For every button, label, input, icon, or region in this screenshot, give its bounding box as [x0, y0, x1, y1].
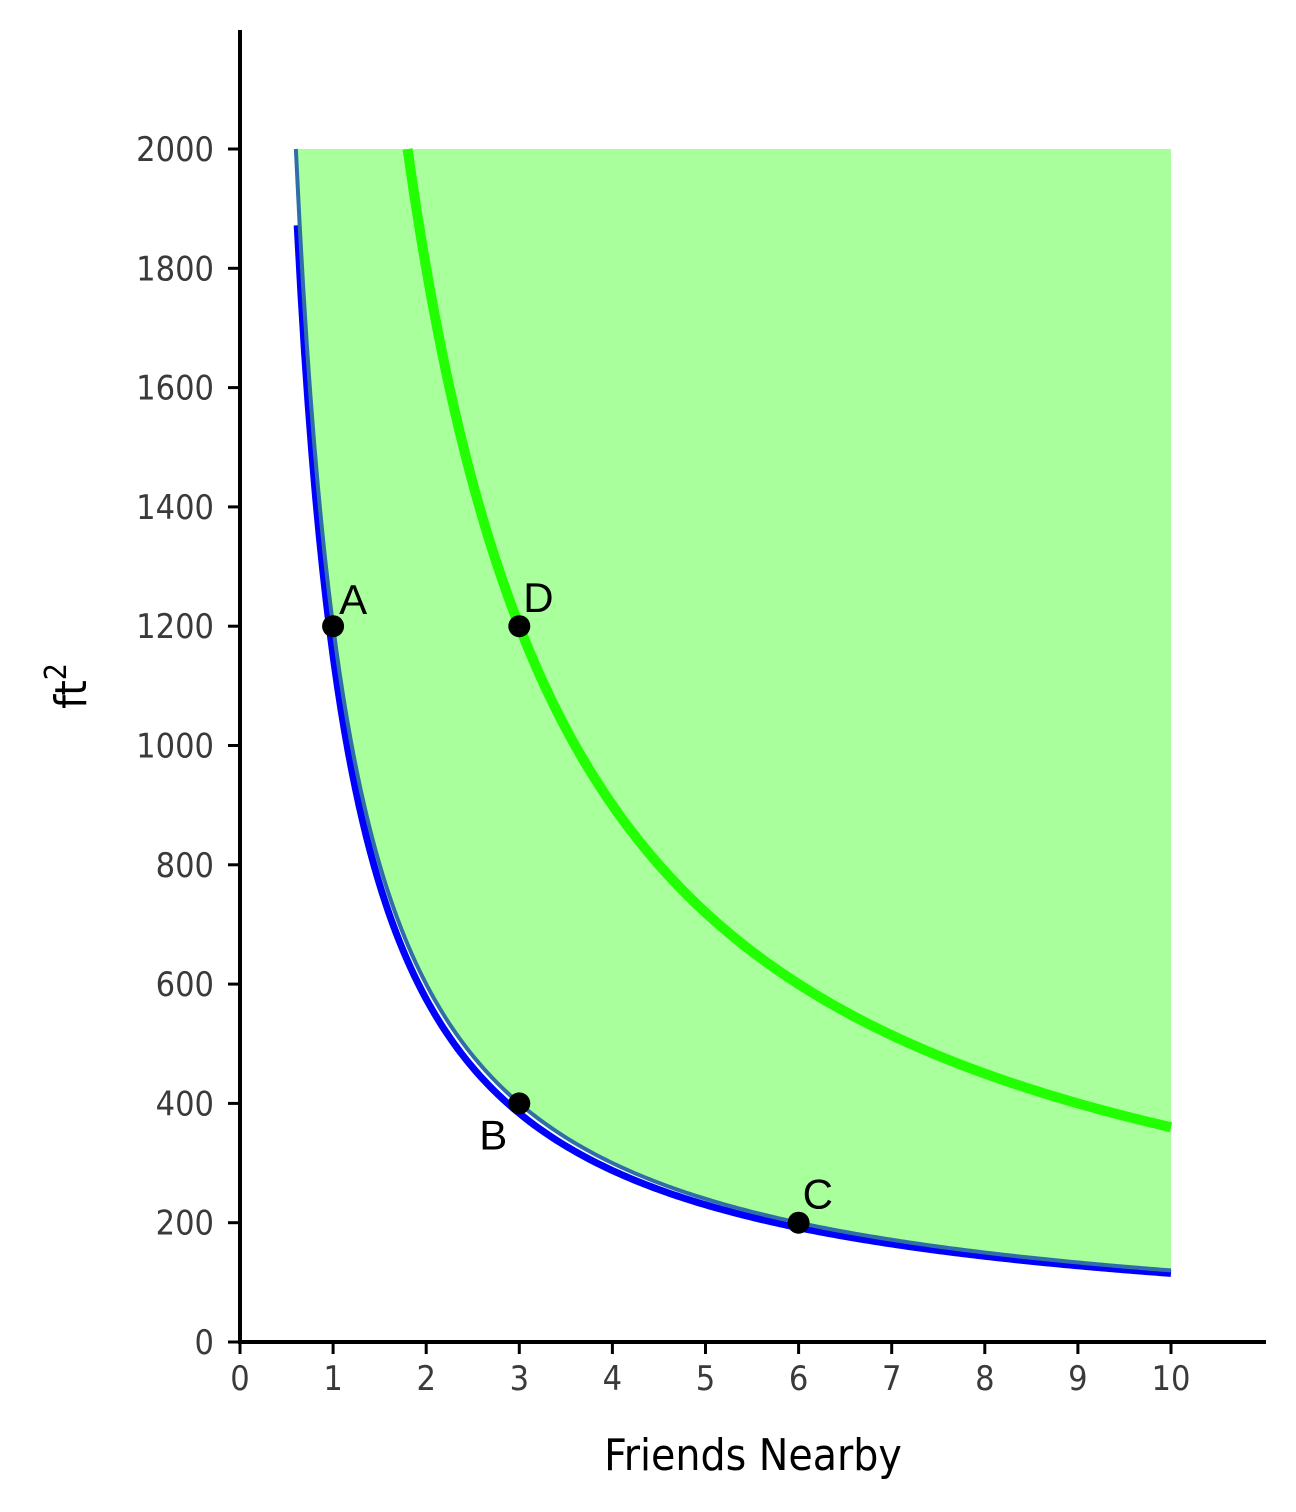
- x-tick-label: 0: [230, 1359, 249, 1399]
- y-tick-label: 1600: [136, 369, 214, 409]
- y-tick-label: 200: [156, 1204, 214, 1244]
- point-label-b: B: [479, 1111, 507, 1158]
- x-tick-label: 4: [603, 1359, 622, 1399]
- x-tick-label: 8: [975, 1359, 994, 1399]
- feasible-region-fill: [295, 149, 1171, 1271]
- y-tick-label: 600: [156, 965, 214, 1005]
- point-label-d: D: [523, 574, 553, 621]
- y-axis-title: ft2: [39, 663, 97, 709]
- point-d: [508, 615, 531, 638]
- point-b: [508, 1092, 531, 1115]
- y-tick-label: 400: [156, 1084, 214, 1124]
- y-tick-label: 1400: [136, 488, 214, 528]
- point-c: [787, 1211, 810, 1234]
- lower-indifference-curve-edge: [293, 148, 1172, 1273]
- y-axis-title-base: ft: [46, 680, 97, 709]
- y-tick-label: 0: [195, 1323, 214, 1363]
- x-tick-label: 7: [882, 1359, 901, 1399]
- x-tick-label: 9: [1068, 1359, 1087, 1399]
- upper-indifference-curve: [402, 148, 1173, 1133]
- x-tick-label: 3: [510, 1359, 529, 1399]
- x-tick-label: 1: [323, 1359, 342, 1399]
- point-label-a: A: [339, 576, 367, 623]
- y-tick-label: 2000: [136, 130, 214, 170]
- x-tick-label: 5: [696, 1359, 715, 1399]
- lower-indifference-curve: [293, 225, 1172, 1277]
- x-tick-label: 10: [1152, 1359, 1191, 1399]
- point-label-c: C: [803, 1171, 833, 1218]
- y-tick-label: 800: [156, 846, 214, 886]
- y-axis-title-superscript: 2: [39, 663, 74, 680]
- y-tick-label: 1800: [136, 249, 214, 289]
- point-a: [322, 615, 345, 638]
- y-tick-label: 1000: [136, 727, 214, 767]
- x-axis-title: Friends Nearby: [604, 1430, 902, 1481]
- x-tick-label: 6: [789, 1359, 808, 1399]
- y-tick-label: 1200: [136, 607, 214, 647]
- x-tick-label: 2: [416, 1359, 435, 1399]
